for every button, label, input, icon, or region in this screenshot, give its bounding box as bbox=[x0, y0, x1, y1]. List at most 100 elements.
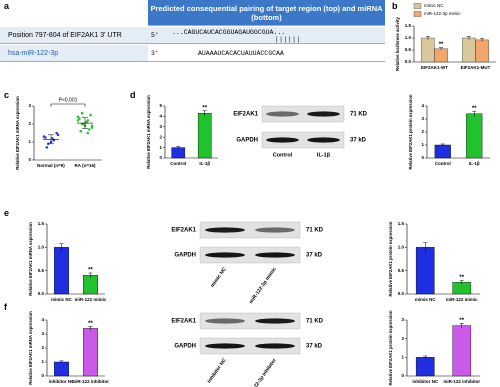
lane-label: IL-1β bbox=[317, 152, 331, 158]
bar bbox=[197, 113, 212, 159]
mirna-sequence: AUAAAUCACACUAUUACCGCAA bbox=[164, 45, 385, 62]
bar bbox=[434, 48, 448, 63]
blot-band bbox=[307, 137, 340, 143]
strand-end: 3' bbox=[148, 45, 164, 62]
y-tick-label: 3 bbox=[401, 317, 404, 322]
blot-membrane bbox=[199, 337, 301, 355]
data-point bbox=[44, 136, 47, 139]
data-point bbox=[76, 119, 80, 122]
bar bbox=[475, 39, 489, 63]
error-bar bbox=[88, 326, 93, 331]
data-point bbox=[89, 113, 92, 117]
y-tick-label: 0 bbox=[28, 157, 31, 162]
band-size: 71 KD bbox=[350, 112, 368, 118]
y-tick-label: 1.0 bbox=[405, 35, 412, 40]
band-size: 71 KD bbox=[306, 319, 324, 325]
data-point bbox=[79, 129, 83, 133]
x-tick-label: IL-1β bbox=[199, 161, 210, 166]
x-tick-label: miR-122 inhibitor bbox=[443, 379, 480, 384]
y-tick-label: 5 bbox=[159, 103, 162, 108]
x-tick-label: mimis NC bbox=[415, 297, 437, 302]
y-tick-label: 4 bbox=[159, 114, 162, 119]
significance: ** bbox=[472, 106, 477, 112]
y-tick-label: 0.5 bbox=[405, 47, 412, 52]
y-tick-label: 2 bbox=[159, 134, 162, 139]
error-bar bbox=[423, 355, 428, 359]
y-tick-label: 4 bbox=[421, 103, 424, 108]
significance: ** bbox=[88, 268, 93, 274]
y-axis-label: Relative EIF2AK1 protein expression bbox=[388, 221, 393, 296]
error-bar bbox=[459, 280, 464, 285]
x-tick-label: miR-122 mimic bbox=[446, 297, 478, 302]
y-axis-label: Relative EIF2AK1 protein expression bbox=[388, 310, 393, 385]
pairing-lines: |||||| bbox=[275, 36, 301, 43]
y-tick-label: 4 bbox=[41, 317, 44, 322]
band-name: GAPDH bbox=[174, 253, 196, 259]
y-tick-label: 1.5 bbox=[38, 221, 45, 226]
panel-label: a bbox=[4, 1, 10, 11]
significance: ** bbox=[88, 321, 93, 327]
alignment-table: Predicted consequential pairing of targe… bbox=[0, 0, 385, 62]
data-point bbox=[86, 131, 90, 135]
x-tick-label: miR-122 inhibitor bbox=[72, 379, 109, 384]
y-tick-label: 0.5 bbox=[38, 268, 45, 273]
panel-label: b bbox=[392, 1, 398, 11]
y-axis-label: Relative EIF2AK1 mRNA expression bbox=[146, 95, 151, 169]
x-tick-label: Normal (n=9) bbox=[37, 163, 65, 168]
y-tick-label: 3 bbox=[28, 103, 31, 108]
y-tick-label: 0.0 bbox=[405, 59, 412, 64]
panel-label: d bbox=[130, 90, 136, 100]
band-name: EIF2AK1 bbox=[233, 112, 258, 118]
row-label: hsa-miR-122-3p bbox=[0, 45, 148, 62]
y-tick-label: 0.0 bbox=[38, 291, 45, 296]
significance: ** bbox=[459, 318, 464, 324]
y-axis-label: Relative EIF2AK1 protein expression bbox=[408, 94, 413, 169]
data-point bbox=[56, 133, 60, 137]
blot-band bbox=[205, 343, 245, 349]
alignment-header: Predicted consequential pairing of targe… bbox=[148, 0, 385, 26]
error-bar bbox=[459, 323, 464, 328]
bar bbox=[434, 144, 451, 159]
lane-label: miR-122-3p mimic bbox=[248, 266, 278, 305]
error-bar bbox=[202, 110, 207, 116]
y-tick-label: 3 bbox=[159, 124, 162, 129]
band-name: GAPDH bbox=[236, 138, 258, 144]
data-point bbox=[76, 115, 80, 119]
y-tick-label: 2 bbox=[41, 345, 44, 350]
x-tick-label: miR-122 mimic bbox=[75, 297, 107, 302]
error-bar bbox=[480, 38, 485, 42]
y-tick-label: 2 bbox=[421, 129, 424, 134]
y-tick-label: 0 bbox=[401, 373, 404, 378]
panel-label: e bbox=[4, 208, 10, 218]
bar bbox=[415, 247, 435, 295]
legend-swatch bbox=[413, 11, 422, 17]
blot-membrane bbox=[261, 131, 345, 149]
bar bbox=[466, 113, 483, 159]
band-size: 37 kD bbox=[306, 253, 323, 259]
band-size: 71 KD bbox=[306, 228, 324, 234]
bar bbox=[54, 247, 69, 295]
y-tick-label: 1 bbox=[159, 145, 162, 150]
target-sequence: ...CAGUCAUCACGGUAGAUGGCGUA... bbox=[164, 27, 385, 44]
data-point bbox=[55, 131, 58, 135]
lane-label: Control bbox=[273, 152, 293, 158]
blot-band bbox=[255, 252, 295, 258]
y-tick-label: 1.5 bbox=[405, 23, 412, 28]
y-tick-label: 1 bbox=[421, 142, 424, 147]
y-tick-label: 0 bbox=[41, 373, 44, 378]
blot-band bbox=[255, 343, 295, 349]
data-point bbox=[90, 124, 94, 128]
lane-label: mimic NC bbox=[210, 266, 228, 289]
blot-band bbox=[205, 318, 245, 324]
data-point bbox=[80, 111, 84, 115]
error-bar bbox=[59, 243, 64, 252]
legend-label: mimic NC bbox=[424, 3, 444, 8]
y-tick-label: 3 bbox=[41, 331, 44, 336]
panel-label: c bbox=[4, 90, 10, 100]
blot-band bbox=[255, 318, 295, 324]
data-point bbox=[87, 128, 91, 131]
bar bbox=[421, 37, 435, 63]
significance: ** bbox=[202, 105, 207, 111]
